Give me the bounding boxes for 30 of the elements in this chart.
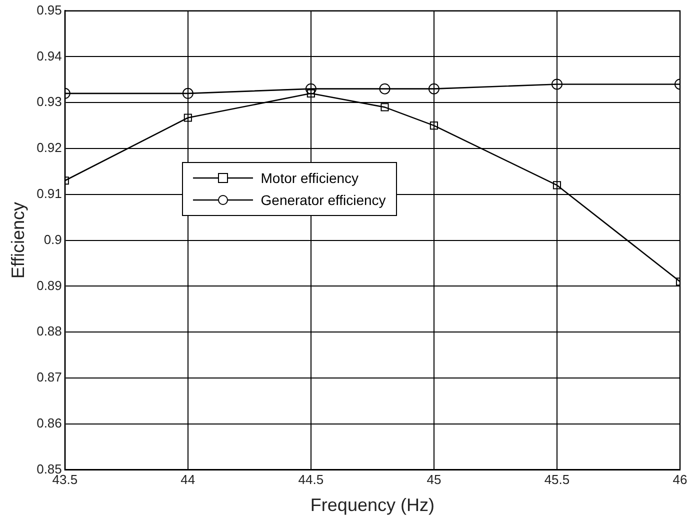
- point: [184, 114, 192, 122]
- point: [182, 88, 194, 99]
- point: [428, 83, 440, 94]
- y-tick-label: 0.95: [36, 2, 62, 18]
- y-tick-label: 0.91: [36, 186, 62, 201]
- point: [551, 78, 562, 90]
- legend-label: Motor efficiency: [260, 170, 359, 186]
- x-axis-title: Frequency (Hz): [310, 495, 434, 516]
- y-axis-title: Efficiency: [8, 202, 28, 279]
- y-tick-label: 0.85: [36, 461, 62, 476]
- x-tick-label: 44.5: [298, 472, 324, 488]
- y-tick-label: 0.86: [36, 415, 62, 430]
- y-tick-label: 0.9: [44, 232, 62, 247]
- y-tick-label: 0.92: [36, 140, 62, 156]
- point: [306, 89, 315, 98]
- y-tick-label: 0.89: [36, 278, 62, 293]
- x-tick-label: 46: [672, 472, 688, 488]
- point: [379, 83, 390, 94]
- point: [430, 122, 438, 130]
- x-tick-label: 45: [426, 472, 442, 488]
- y-tick-label: 0.87: [36, 370, 62, 385]
- y-tick-label: 0.93: [36, 94, 62, 110]
- point: [380, 103, 389, 112]
- x-tick-label: 44: [180, 472, 196, 488]
- point: [552, 181, 562, 190]
- legend-label: Generator efficiency: [260, 192, 386, 208]
- point: [305, 83, 316, 94]
- y-tick-label: 0.88: [36, 324, 62, 339]
- x-tick-label: 45.5: [544, 472, 570, 488]
- y-tick-label: 0.94: [36, 48, 62, 64]
